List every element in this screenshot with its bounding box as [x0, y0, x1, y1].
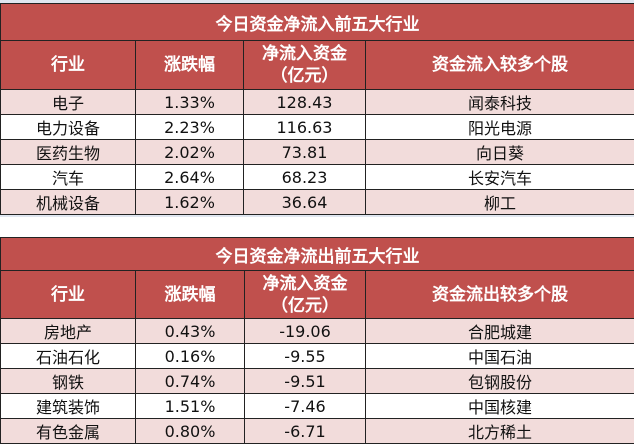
- inflow-table: 今日资金净流入前五大行业 行业 涨跌幅 净流入资金 （亿元） 资金流入较多个股 电…: [0, 3, 634, 215]
- stock-cell: 合肥城建: [365, 318, 634, 344]
- stock-cell: 阳光电源: [365, 114, 634, 140]
- change-cell: 0.43%: [135, 318, 245, 344]
- col-header-net-inflow: 净流入资金 （亿元）: [244, 270, 366, 319]
- change-cell: 1.62%: [135, 189, 244, 215]
- table-row: 钢铁 0.74% -9.51 包钢股份: [0, 368, 634, 394]
- table-row: 汽车 2.64% 68.23 长安汽车: [0, 164, 634, 190]
- industry-cell: 汽车: [0, 164, 136, 190]
- table-row: 医药生物 2.02% 73.81 向日葵: [0, 139, 634, 165]
- net-flow-cell: -19.06: [244, 318, 366, 344]
- table-row: 建筑装饰 1.51% -7.46 中国核建: [0, 393, 634, 419]
- net-flow-cell: 73.81: [243, 139, 366, 165]
- change-cell: 0.80%: [135, 418, 245, 444]
- stock-cell: 柳工: [365, 189, 634, 215]
- table-row: 有色金属 0.80% -6.71 北方稀土: [0, 418, 634, 444]
- stock-cell: 中国核建: [365, 393, 634, 419]
- net-flow-cell: 68.23: [243, 164, 366, 190]
- table-gap: [0, 217, 634, 237]
- col-header-change: 涨跌幅: [135, 40, 244, 90]
- net-flow-cell: -9.55: [244, 343, 366, 369]
- col-header-change: 涨跌幅: [135, 270, 245, 319]
- industry-cell: 医药生物: [0, 139, 136, 165]
- outflow-table-title: 今日资金净流出前五大行业: [0, 237, 634, 271]
- industry-cell: 石油石化: [0, 343, 136, 369]
- net-flow-cell: 116.63: [243, 114, 366, 140]
- industry-cell: 钢铁: [0, 368, 136, 394]
- net-flow-cell: -6.71: [244, 418, 366, 444]
- change-cell: 2.23%: [135, 114, 244, 140]
- net-flow-cell: 128.43: [243, 89, 366, 115]
- col-header-stocks: 资金流出较多个股: [365, 270, 634, 319]
- col-header-net-inflow: 净流入资金 （亿元）: [243, 40, 366, 90]
- industry-cell: 建筑装饰: [0, 393, 136, 419]
- inflow-table-title: 今日资金净流入前五大行业: [0, 3, 634, 41]
- industry-cell: 电子: [0, 89, 136, 115]
- stock-cell: 闻泰科技: [365, 89, 634, 115]
- stock-cell: 中国石油: [365, 343, 634, 369]
- change-cell: 1.33%: [135, 89, 244, 115]
- col-header-industry: 行业: [0, 40, 136, 90]
- industry-cell: 电力设备: [0, 114, 136, 140]
- stock-cell: 长安汽车: [365, 164, 634, 190]
- stock-cell: 北方稀土: [365, 418, 634, 444]
- net-flow-cell: 36.64: [243, 189, 366, 215]
- stock-cell: 向日葵: [365, 139, 634, 165]
- change-cell: 0.74%: [135, 368, 245, 394]
- change-cell: 2.02%: [135, 139, 244, 165]
- outflow-table: 今日资金净流出前五大行业 行业 涨跌幅 净流入资金 （亿元） 资金流出较多个股 房…: [0, 237, 634, 444]
- table-row: 石油石化 0.16% -9.55 中国石油: [0, 343, 634, 369]
- table-row: 房地产 0.43% -19.06 合肥城建: [0, 318, 634, 344]
- stock-cell: 包钢股份: [365, 368, 634, 394]
- change-cell: 0.16%: [135, 343, 245, 369]
- net-flow-cell: -9.51: [244, 368, 366, 394]
- col-header-stocks: 资金流入较多个股: [365, 40, 634, 90]
- change-cell: 1.51%: [135, 393, 245, 419]
- table-row: 电力设备 2.23% 116.63 阳光电源: [0, 114, 634, 140]
- table-row: 电子 1.33% 128.43 闻泰科技: [0, 89, 634, 115]
- net-flow-cell: -7.46: [244, 393, 366, 419]
- table-row: 机械设备 1.62% 36.64 柳工: [0, 189, 634, 215]
- change-cell: 2.64%: [135, 164, 244, 190]
- col-header-industry: 行业: [0, 270, 136, 319]
- industry-cell: 有色金属: [0, 418, 136, 444]
- industry-cell: 房地产: [0, 318, 136, 344]
- industry-cell: 机械设备: [0, 189, 136, 215]
